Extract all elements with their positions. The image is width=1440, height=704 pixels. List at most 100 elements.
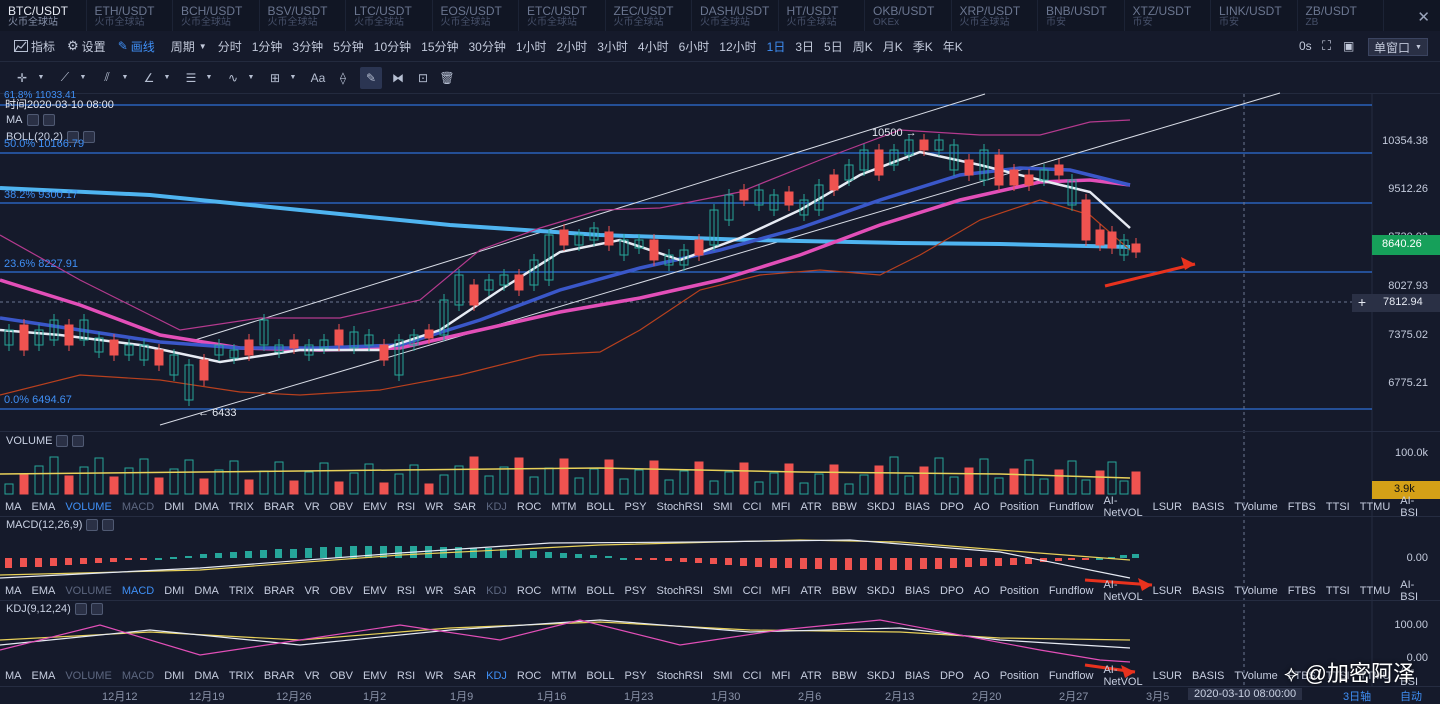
indicator-tab[interactable]: DMA bbox=[194, 501, 219, 513]
indicator-tab[interactable]: MTM bbox=[551, 585, 577, 597]
pair-tab[interactable]: OKB/USDT OKEx bbox=[865, 0, 952, 31]
indicator-tab[interactable]: MACD bbox=[121, 585, 155, 597]
indicator-tab[interactable]: CCI bbox=[742, 501, 762, 513]
indicator-tab[interactable]: EMA bbox=[31, 670, 56, 682]
indicator-tab[interactable]: KDJ bbox=[486, 585, 507, 597]
indicator-tab[interactable]: MFI bbox=[771, 670, 791, 682]
indicator-tab[interactable]: DMI bbox=[164, 501, 185, 513]
indicator-tab[interactable]: MACD bbox=[121, 670, 155, 682]
fib-levels-icon[interactable]: ☰ bbox=[185, 70, 197, 85]
timeframe-19[interactable]: 年K bbox=[942, 39, 963, 54]
indicator-tab[interactable]: BBW bbox=[831, 670, 857, 682]
indicator-tab[interactable]: WR bbox=[425, 585, 444, 597]
axis-mode[interactable]: 3日轴 bbox=[1343, 691, 1372, 703]
indicator-tab[interactable]: EMA bbox=[31, 501, 56, 513]
indicator-tab[interactable]: FTBS bbox=[1287, 501, 1316, 513]
text-tool-icon[interactable]: Aa bbox=[310, 70, 326, 85]
indicator-tab[interactable]: StochRSI bbox=[656, 585, 704, 597]
timeframe-0[interactable]: 分时 bbox=[217, 39, 242, 54]
caret-down-icon[interactable]: ▼ bbox=[79, 74, 87, 81]
period-dropdown[interactable]: 周期 ▼ bbox=[171, 38, 207, 55]
pair-tab[interactable]: ETC/USDT 火币全球站 bbox=[519, 0, 606, 31]
eye-icon[interactable] bbox=[74, 603, 87, 615]
indicator-tab[interactable]: TTMU bbox=[1359, 501, 1391, 513]
indicator-tab[interactable]: StochRSI bbox=[656, 670, 704, 682]
indicator-tab[interactable]: Fundflow bbox=[1048, 501, 1094, 513]
pair-tab[interactable]: LINK/USDT 币安 bbox=[1211, 0, 1298, 31]
indicator-tab[interactable]: VR bbox=[304, 501, 320, 513]
trash-icon[interactable]: 🗑 bbox=[439, 70, 455, 85]
indicator-tab[interactable]: LSUR bbox=[1152, 585, 1182, 597]
timeframe-4[interactable]: 10分钟 bbox=[373, 39, 412, 54]
close-icon[interactable] bbox=[102, 519, 115, 531]
pair-tab[interactable]: ZB/USDT ZB bbox=[1298, 0, 1384, 31]
indicator-tab[interactable]: SAR bbox=[453, 585, 477, 597]
indicator-tab[interactable]: BIAS bbox=[904, 585, 930, 597]
indicator-tab[interactable]: FTBS bbox=[1287, 670, 1316, 682]
indicator-tab[interactable]: BRAR bbox=[263, 501, 295, 513]
indicator-tab[interactable]: EMV bbox=[362, 585, 387, 597]
timeframe-9[interactable]: 3小时 bbox=[597, 39, 628, 54]
caret-down-icon[interactable]: ▼ bbox=[37, 74, 45, 81]
timeframe-15[interactable]: 5日 bbox=[824, 39, 843, 54]
indicator-tab[interactable]: SMI bbox=[713, 501, 733, 513]
angle-icon[interactable]: ∠ bbox=[143, 70, 155, 85]
lock-drawings-icon[interactable]: ⧓ bbox=[392, 70, 404, 85]
pair-tab[interactable]: XRP/USDT 火币全球站 bbox=[952, 0, 1038, 31]
indicator-tab[interactable]: TRIX bbox=[228, 585, 254, 597]
timeframe-3[interactable]: 5分钟 bbox=[333, 39, 364, 54]
eye-icon[interactable] bbox=[26, 114, 39, 126]
indicator-tab[interactable]: WR bbox=[425, 501, 444, 513]
pair-tab[interactable]: ETH/USDT 火币全球站 bbox=[87, 0, 173, 31]
fullscreen-icon[interactable]: ⛶ bbox=[1322, 38, 1332, 53]
indicator-tab[interactable]: BOLL bbox=[586, 670, 615, 682]
indicator-tab[interactable]: BRAR bbox=[263, 585, 295, 597]
timeframe-17[interactable]: 月K bbox=[882, 39, 903, 54]
caret-down-icon[interactable]: ▼ bbox=[247, 74, 255, 81]
indicator-tab[interactable]: TRIX bbox=[228, 670, 254, 682]
measure-icon[interactable]: ⊞ bbox=[269, 70, 281, 85]
indicator-tab[interactable]: OBV bbox=[329, 585, 353, 597]
timeframe-12[interactable]: 12小时 bbox=[719, 39, 757, 54]
indicator-tab[interactable]: OBV bbox=[329, 501, 353, 513]
timeframe-16[interactable]: 周K bbox=[852, 39, 873, 54]
indicator-tab[interactable]: BRAR bbox=[263, 670, 295, 682]
pair-tab[interactable]: LTC/USDT 火币全球站 bbox=[346, 0, 433, 31]
indicator-tab[interactable]: SAR bbox=[453, 501, 477, 513]
caret-down-icon[interactable]: ▼ bbox=[205, 74, 213, 81]
indicator-tab[interactable]: TTSI bbox=[1325, 585, 1350, 597]
indicator-tab[interactable]: CCI bbox=[742, 585, 762, 597]
indicator-tab[interactable]: RSI bbox=[396, 501, 416, 513]
indicator-tab[interactable]: VOLUME bbox=[65, 501, 112, 513]
indicator-tab[interactable]: SKDJ bbox=[866, 501, 895, 513]
indicator-tab[interactable]: TVolume bbox=[1234, 585, 1278, 597]
draw-button[interactable]: ✎ 画线 bbox=[118, 38, 155, 55]
ruler-icon[interactable]: ⟠ bbox=[340, 70, 346, 85]
indicator-tab[interactable]: DPO bbox=[939, 670, 964, 682]
indicator-tab[interactable]: LSUR bbox=[1152, 501, 1182, 513]
indicator-tab[interactable]: StochRSI bbox=[656, 501, 704, 513]
indicator-tab[interactable]: PSY bbox=[624, 670, 647, 682]
indicator-tab[interactable]: RSI bbox=[396, 670, 416, 682]
indicator-tab[interactable]: ATR bbox=[800, 585, 822, 597]
indicator-tab[interactable]: SKDJ bbox=[866, 670, 895, 682]
caret-down-icon[interactable]: ▼ bbox=[289, 74, 297, 81]
indicator-tab[interactable]: VOLUME bbox=[65, 670, 112, 682]
indicator-tab[interactable]: DMA bbox=[194, 585, 219, 597]
indicator-tab[interactable]: ROC bbox=[516, 501, 542, 513]
indicator-tab[interactable]: Fundflow bbox=[1048, 585, 1094, 597]
indicator-tab[interactable]: MTM bbox=[551, 670, 577, 682]
indicator-tab[interactable]: VR bbox=[304, 670, 320, 682]
indicator-tab[interactable]: TVolume bbox=[1234, 501, 1278, 513]
pair-tab[interactable]: BSV/USDT 火币全球站 bbox=[260, 0, 346, 31]
pair-tab[interactable]: XTZ/USDT 币安 bbox=[1125, 0, 1211, 31]
timeframe-13[interactable]: 1日 bbox=[766, 39, 786, 54]
indicator-tab[interactable]: DMI bbox=[164, 585, 185, 597]
timeframe-14[interactable]: 3日 bbox=[795, 39, 815, 54]
indicator-tab[interactable]: MA bbox=[5, 585, 22, 597]
indicator-tab[interactable]: EMV bbox=[362, 501, 387, 513]
timeframe-11[interactable]: 6小时 bbox=[678, 39, 710, 54]
eye-icon[interactable] bbox=[56, 435, 69, 447]
indicator-tab[interactable]: PSY bbox=[624, 585, 647, 597]
indicator-tab[interactable]: MTM bbox=[551, 501, 577, 513]
